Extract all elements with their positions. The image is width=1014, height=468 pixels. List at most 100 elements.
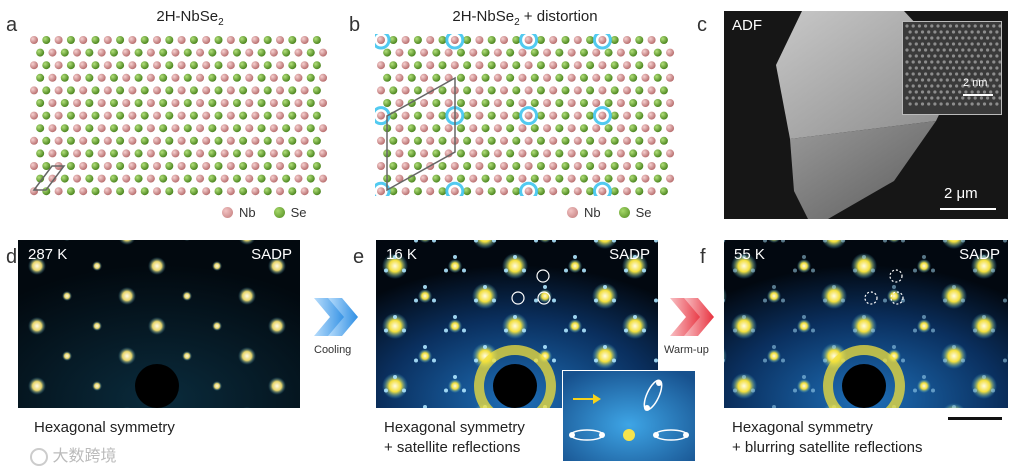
diffraction-spot	[382, 373, 408, 399]
satellite-spot	[982, 255, 986, 259]
satellite-marker-circle	[889, 269, 903, 283]
nb-atom	[79, 111, 88, 120]
nb-atom	[48, 149, 57, 158]
nb-atom	[592, 149, 601, 158]
se-atom	[208, 48, 217, 57]
inset-atom	[970, 42, 974, 46]
se-atom	[85, 73, 94, 82]
distortion-highlight	[592, 106, 612, 126]
se-atom	[306, 73, 315, 82]
se-atom	[91, 162, 100, 170]
diffraction-pattern-d	[18, 240, 300, 408]
nb-atom	[549, 162, 558, 170]
nb-atom	[377, 187, 385, 196]
nb-atom	[524, 187, 533, 196]
nb-atom	[426, 187, 435, 196]
inset-atom	[976, 54, 980, 58]
satellite-spot	[504, 268, 508, 273]
satellite-spot	[952, 285, 956, 289]
diffraction-spot	[382, 313, 408, 339]
nb-atom	[276, 36, 284, 44]
inset-atom	[982, 54, 987, 58]
se-atom	[85, 99, 94, 107]
nb-atom	[79, 162, 88, 170]
diffraction-spot	[592, 283, 618, 309]
se-atom	[463, 187, 472, 196]
inset-atom	[911, 24, 915, 28]
satellite-spot	[901, 298, 905, 303]
satellite-spot	[594, 298, 598, 303]
distortion-highlight	[375, 181, 391, 196]
se-atom	[239, 187, 248, 196]
se-atom	[263, 61, 272, 70]
nb-atom	[202, 111, 211, 120]
nb-atom	[500, 162, 508, 170]
satellite-spot	[913, 328, 917, 333]
nb-atom	[493, 48, 502, 57]
satellite-spot	[802, 375, 806, 379]
nb-atom	[524, 86, 533, 95]
se-atom	[586, 162, 595, 170]
nb-atom	[567, 149, 576, 158]
se-atom	[306, 149, 315, 158]
se-atom	[208, 124, 217, 133]
inset-atom	[945, 54, 949, 58]
nb-atom	[426, 61, 435, 70]
satellite-spot	[423, 345, 427, 349]
nb-atom	[146, 99, 155, 107]
se-atom	[635, 61, 644, 70]
diffraction-spot	[568, 319, 582, 333]
se-atom	[214, 187, 223, 196]
se-atom	[506, 174, 515, 183]
se-atom	[659, 86, 668, 95]
distortion-highlight	[445, 34, 465, 50]
nb-atom	[202, 162, 211, 170]
nb-atom	[177, 187, 186, 196]
satellite-spot	[922, 255, 926, 259]
distortion-highlight	[445, 181, 465, 196]
nb-atom	[543, 73, 552, 82]
se-atom	[239, 111, 248, 120]
inset-atom	[939, 102, 943, 106]
se-atom	[481, 149, 490, 158]
nb-atom	[573, 36, 582, 44]
se-atom	[189, 187, 198, 196]
se-atom	[42, 36, 51, 44]
se-atom	[653, 124, 662, 133]
nb-atom	[269, 124, 278, 133]
se-atom	[506, 73, 515, 82]
satellite-spot	[423, 285, 427, 289]
diffraction-spot	[767, 349, 781, 363]
satellite-spot	[543, 285, 547, 289]
nb-atom	[567, 99, 576, 107]
nb-atom	[54, 36, 63, 44]
satellite-spot	[414, 298, 418, 303]
nb-atom	[567, 48, 576, 57]
nb-atom	[623, 162, 631, 170]
se-atom	[512, 162, 521, 170]
nb-atom	[666, 48, 675, 57]
inset-atom	[905, 48, 909, 52]
se-atom	[189, 86, 198, 95]
se-atom	[610, 111, 619, 120]
diffraction-spot	[768, 240, 780, 243]
nb-atom	[549, 187, 558, 196]
se-atom	[239, 136, 248, 145]
se-atom	[60, 174, 69, 183]
satellite-spot	[991, 388, 995, 393]
se-atom	[463, 61, 472, 70]
satellite-spot	[772, 285, 776, 289]
satellite-spot	[973, 268, 977, 273]
inset-atom	[927, 66, 931, 70]
inset-atom	[998, 84, 1002, 88]
inset-atom	[964, 42, 968, 46]
satellite-spot	[781, 240, 785, 243]
nb-atom	[493, 73, 502, 82]
inset-atom	[948, 60, 952, 64]
se-atom	[91, 187, 100, 196]
beam-stop	[842, 364, 886, 408]
inset-atom	[948, 48, 952, 52]
se-atom	[116, 162, 125, 170]
diffraction-spot	[539, 240, 551, 243]
nb-atom	[153, 86, 161, 95]
